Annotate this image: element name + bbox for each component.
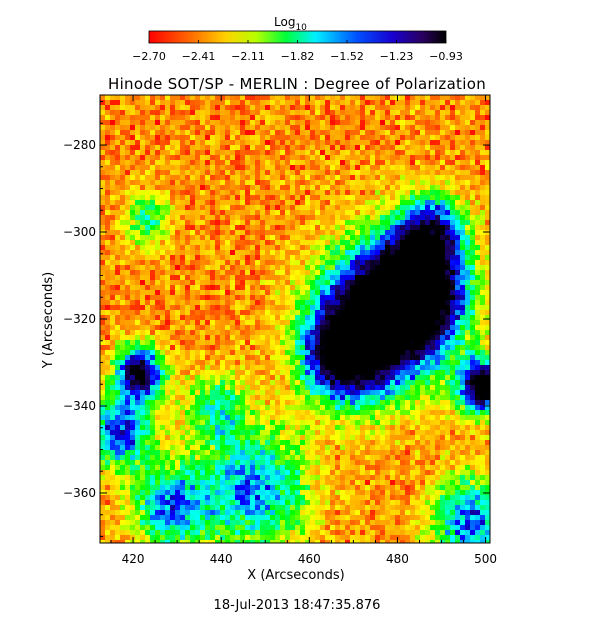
y-tick-label: −320	[63, 312, 96, 326]
y-axis-ticks: −280 −300 −320 −340 −360	[63, 101, 490, 537]
x-tick-label: 500	[474, 552, 497, 566]
y-tick-label: −300	[63, 225, 96, 239]
x-tick-label: 440	[210, 552, 233, 566]
y-tick-label: −360	[63, 486, 96, 500]
x-tick-label: 480	[386, 552, 409, 566]
x-tick-label: 420	[122, 552, 145, 566]
colorbar-tick-label: −1.23	[380, 50, 414, 63]
timestamp: 18-Jul-2013 18:47:35.876	[214, 598, 381, 613]
y-axis-label: Y (Arcseconds)	[41, 272, 56, 369]
x-axis-label: X (Arcseconds)	[247, 568, 344, 583]
chart-title: Hinode SOT/SP - MERLIN : Degree of Polar…	[108, 75, 486, 93]
x-tick-label: 460	[298, 552, 321, 566]
y-tick-label: −340	[63, 399, 96, 413]
colorbar-tick-label: −1.82	[281, 50, 315, 63]
colorbar-tick-label: −0.93	[429, 50, 463, 63]
x-axis-ticks: 420 440 460 480 500	[110, 95, 497, 566]
y-tick-label: −280	[63, 138, 96, 152]
polarization-map	[100, 95, 490, 543]
colorbar-tick-label: −2.70	[132, 50, 166, 63]
colorbar-label: Log10	[274, 15, 307, 33]
colorbar-tick-label: −2.41	[182, 50, 216, 63]
colorbar-ticks: −2.70 −2.41 −2.11 −1.82 −1.52 −1.23 −0.93	[132, 40, 463, 63]
colorbar-tick-label: −2.11	[231, 50, 265, 63]
colorbar-tick-label: −1.52	[330, 50, 364, 63]
